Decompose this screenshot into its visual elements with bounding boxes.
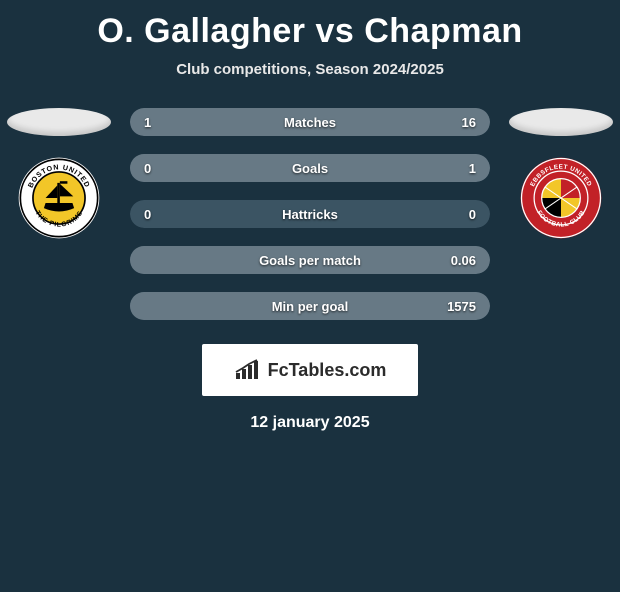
club-crest-right: EBBSFLEET UNITED FOOTBALL CLUB (511, 156, 611, 240)
stat-value-right: 16 (426, 115, 476, 130)
stat-value-right: 1 (426, 161, 476, 176)
bar-chart-icon (234, 359, 262, 381)
page-title: O. Gallagher vs Chapman (0, 12, 620, 51)
stat-label: Min per goal (194, 299, 426, 314)
stat-value-right: 1575 (426, 299, 476, 314)
stat-bar: Min per goal1575 (130, 292, 490, 320)
stat-bar: 0Hattricks0 (130, 200, 490, 228)
subtitle: Club competitions, Season 2024/2025 (0, 61, 620, 78)
stat-label: Matches (194, 115, 426, 130)
stat-value-right: 0.06 (426, 253, 476, 268)
stat-bar: 0Goals1 (130, 154, 490, 182)
player-avatar-left (7, 108, 111, 136)
stat-value-left: 0 (144, 207, 194, 222)
stat-value-right: 0 (426, 207, 476, 222)
stat-bars: 1Matches160Goals10Hattricks0Goals per ma… (130, 108, 490, 320)
stat-label: Hattricks (194, 207, 426, 222)
logo-text: FcTables.com (268, 360, 387, 381)
stat-bar: 1Matches16 (130, 108, 490, 136)
comparison-panel: BOSTON UNITED THE PILGRIMS 1Matches160Go… (0, 108, 620, 320)
player-avatar-right (509, 108, 613, 136)
stat-value-left: 0 (144, 161, 194, 176)
club-crest-left: BOSTON UNITED THE PILGRIMS (9, 156, 109, 240)
stat-label: Goals per match (194, 253, 426, 268)
left-side: BOSTON UNITED THE PILGRIMS (4, 108, 114, 240)
stat-value-left: 1 (144, 115, 194, 130)
right-side: EBBSFLEET UNITED FOOTBALL CLUB (506, 108, 616, 240)
date-label: 12 january 2025 (0, 414, 620, 432)
stat-label: Goals (194, 161, 426, 176)
fctables-logo[interactable]: FcTables.com (202, 344, 418, 396)
stat-bar: Goals per match0.06 (130, 246, 490, 274)
